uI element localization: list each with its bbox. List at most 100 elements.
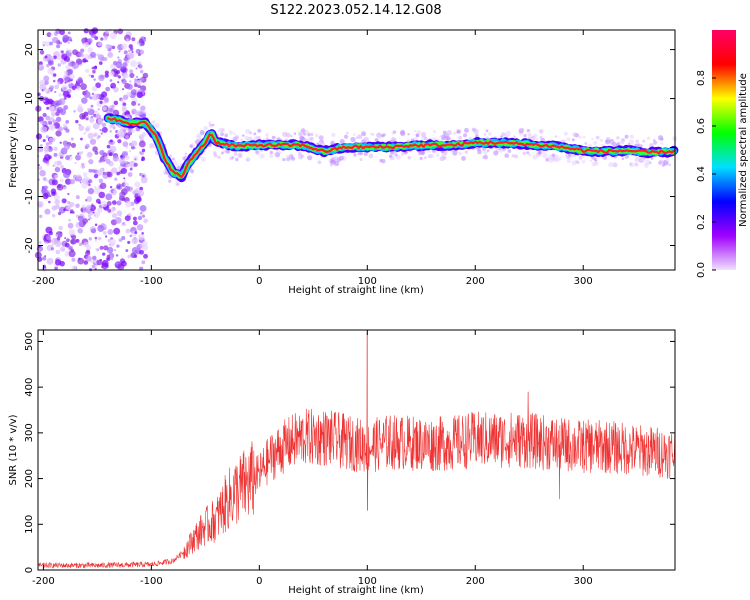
spectrogram-halo-point xyxy=(109,107,114,111)
spectrogram-noise-point xyxy=(109,145,117,153)
spectrogram-noise-point xyxy=(64,76,71,83)
spectrogram-halo-point xyxy=(357,134,363,140)
spectrogram-noise-point xyxy=(141,231,144,235)
spectrogram-noise-point xyxy=(49,41,53,46)
spectrogram-noise-point xyxy=(88,159,94,165)
spectrogram-noise-point xyxy=(49,56,55,61)
spectrogram-noise-point xyxy=(143,218,148,224)
spectrogram-noise-point xyxy=(77,76,83,82)
spectrogram-noise-point xyxy=(129,142,134,147)
spectrogram-noise-point xyxy=(136,75,139,78)
spectrogram-noise-point xyxy=(78,125,85,131)
spectrogram-halo-point xyxy=(566,158,571,164)
figure-title: S122.2023.052.14.12.G08 xyxy=(270,3,441,18)
spectrogram-noise-point xyxy=(92,69,96,74)
spectrogram-halo-point xyxy=(423,136,428,141)
spectrogram-halo-point xyxy=(522,151,526,156)
spectrogram-noise-point xyxy=(141,148,146,153)
spectrogram-noise-point xyxy=(105,30,110,35)
spectrogram-halo-point xyxy=(350,136,356,143)
spectrogram-noise-point xyxy=(138,64,143,69)
spectrogram-noise-point xyxy=(71,265,77,271)
spectrogram-noise-point xyxy=(90,115,94,119)
spectrogram-noise-point xyxy=(93,65,98,70)
spectrogram-noise-point xyxy=(57,211,62,216)
spectrogram-noise-point xyxy=(69,73,75,80)
spectrogram-halo-point xyxy=(363,136,369,143)
spectrogram-noise-point xyxy=(45,115,51,121)
spectrogram-noise-point xyxy=(45,135,49,139)
spectrogram-halo-point xyxy=(235,157,239,162)
spectrogram-noise-point xyxy=(122,62,128,68)
spectrogram-noise-point xyxy=(90,104,94,108)
spectrogram-noise-point xyxy=(129,72,135,78)
spectrogram-noise-point xyxy=(127,240,131,245)
spectrogram-noise-point xyxy=(129,80,132,83)
spectrogram-noise-point xyxy=(75,195,80,200)
spectrogram-noise-point xyxy=(111,200,117,205)
spectrogram-halo-point xyxy=(439,155,445,162)
spectrogram-noise-point xyxy=(120,155,123,158)
spectrogram-noise-point xyxy=(122,94,129,100)
spectrogram-noise-point xyxy=(48,200,51,204)
spectrogram-halo-point xyxy=(441,153,444,157)
spectrogram-noise-point xyxy=(135,196,142,203)
spectrogram-noise-point xyxy=(140,212,143,215)
spectrogram-noise-point xyxy=(127,172,133,178)
spectrogram-noise-point xyxy=(107,246,114,254)
spectrogram-halo-point xyxy=(504,153,510,158)
spectrogram-noise-point xyxy=(46,163,50,167)
spectrogram-noise-point xyxy=(54,90,57,94)
spectrogram-noise-point xyxy=(99,150,105,156)
spectrogram-noise-point xyxy=(130,252,137,259)
spectrogram-halo-point xyxy=(346,131,349,135)
spectrogram-noise-point xyxy=(97,135,101,138)
spectrogram-halo-point xyxy=(172,160,177,165)
spectrogram-halo-point xyxy=(650,157,654,160)
spectrogram-y-tick-label: -10 xyxy=(24,188,35,204)
spectrogram-halo-point xyxy=(217,155,221,160)
spectrogram-noise-point xyxy=(63,105,69,110)
spectrogram-noise-point xyxy=(101,91,108,98)
spectrogram-noise-point xyxy=(123,177,126,180)
colorbar-label: Normalized spectral amplitude xyxy=(738,73,749,227)
spectrogram-noise-point xyxy=(54,166,61,173)
spectrogram-noise-point xyxy=(62,123,68,128)
spectrogram-noise-point xyxy=(49,85,55,90)
spectrogram-noise-point xyxy=(56,237,61,241)
spectrogram-halo-point xyxy=(616,136,620,140)
spectrogram-noise-point xyxy=(64,178,72,185)
spectrogram-noise-point xyxy=(113,100,119,106)
spectrogram-noise-point xyxy=(97,118,103,124)
spectrogram-noise-point xyxy=(74,161,77,165)
spectrogram-noise-point xyxy=(92,255,97,260)
spectrogram-noise-point xyxy=(51,237,58,245)
spectrogram-halo-point xyxy=(463,133,468,138)
spectrogram-noise-point xyxy=(101,265,104,269)
spectrogram-noise-point xyxy=(125,200,132,208)
spectrogram-noise-point xyxy=(131,37,136,42)
spectrogram-halo-point xyxy=(396,154,402,160)
spectrogram-halo-point xyxy=(407,155,411,160)
spectrogram-halo-point xyxy=(343,134,349,139)
spectrogram-noise-point xyxy=(120,260,127,267)
spectrogram-noise-point xyxy=(120,98,126,103)
spectrogram-noise-point xyxy=(54,84,60,90)
spectrogram-noise-point xyxy=(49,105,56,113)
spectrogram-halo-point xyxy=(331,132,336,138)
spectrogram-halo-point xyxy=(554,135,558,138)
spectrogram-halo-point xyxy=(475,134,479,138)
spectrogram-noise-point xyxy=(54,259,62,266)
spectrogram-noise-point xyxy=(112,190,116,193)
spectrogram-noise-point xyxy=(51,179,58,186)
spectrogram-noise-point xyxy=(69,211,73,214)
spectrogram-halo-point xyxy=(665,158,670,163)
spectrogram-noise-point xyxy=(97,225,105,233)
spectrogram-noise-point xyxy=(70,238,77,245)
spectrogram-halo-point xyxy=(317,160,322,165)
spectrogram-halo-point xyxy=(526,151,530,155)
spectrogram-halo-point xyxy=(562,139,566,144)
spectrogram-halo-point xyxy=(639,144,643,148)
spectrogram-halo-point xyxy=(226,149,230,154)
spectrogram-noise-point xyxy=(113,86,119,93)
